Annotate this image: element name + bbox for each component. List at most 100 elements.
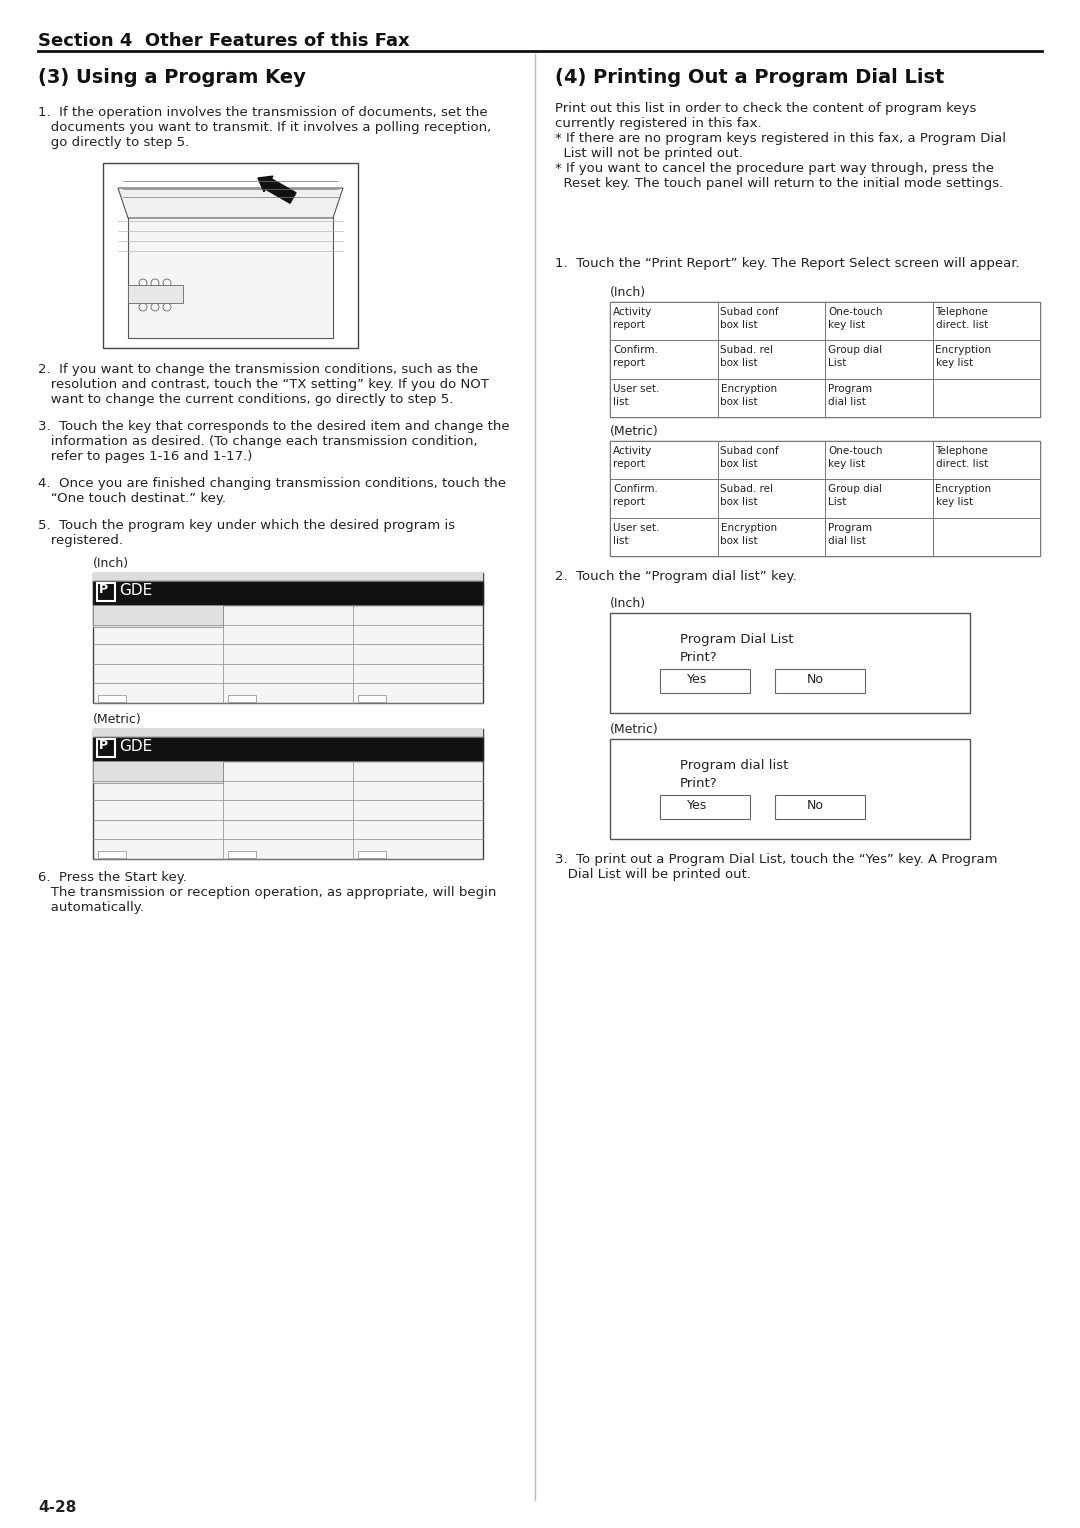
Bar xyxy=(825,518,932,556)
Bar xyxy=(93,729,483,736)
Text: Program: Program xyxy=(828,384,873,394)
Text: Print?: Print? xyxy=(680,778,717,790)
Bar xyxy=(610,442,717,480)
Bar xyxy=(825,442,932,480)
Text: box list: box list xyxy=(720,397,758,406)
Text: GDE: GDE xyxy=(119,740,152,753)
Text: List: List xyxy=(828,497,847,507)
Text: Yes: Yes xyxy=(687,672,707,686)
Bar xyxy=(660,669,750,694)
Text: (Inch): (Inch) xyxy=(610,597,646,610)
Text: P: P xyxy=(99,740,108,752)
Text: Confirm.: Confirm. xyxy=(613,484,658,495)
Text: Print?: Print? xyxy=(680,651,717,665)
Text: list: list xyxy=(613,397,629,406)
Bar xyxy=(717,341,825,379)
Text: Subad. rel: Subad. rel xyxy=(720,484,773,495)
Text: 4.  Once you are finished changing transmission conditions, touch the: 4. Once you are finished changing transm… xyxy=(38,477,507,490)
Bar xyxy=(825,341,932,379)
Bar xyxy=(717,442,825,480)
Text: Telephone: Telephone xyxy=(935,446,988,455)
Text: Subad conf: Subad conf xyxy=(720,446,779,455)
Text: box list: box list xyxy=(720,536,758,545)
Text: (Inch): (Inch) xyxy=(93,558,130,570)
Text: key list: key list xyxy=(935,497,973,507)
Bar xyxy=(775,795,865,819)
Bar xyxy=(97,740,114,756)
Text: documents you want to transmit. If it involves a polling reception,: documents you want to transmit. If it in… xyxy=(38,121,491,134)
Bar xyxy=(717,480,825,518)
Bar xyxy=(932,442,1040,480)
Bar xyxy=(228,695,256,701)
Text: Yes: Yes xyxy=(687,799,707,811)
Text: (3) Using a Program Key: (3) Using a Program Key xyxy=(38,69,306,87)
Text: Confirm.: Confirm. xyxy=(613,345,658,356)
Text: User set.: User set. xyxy=(613,523,660,533)
Text: Encryption: Encryption xyxy=(935,484,991,495)
Text: information as desired. (To change each transmission condition,: information as desired. (To change each … xyxy=(38,435,477,448)
Bar xyxy=(103,163,357,348)
Text: Print out this list in order to check the content of program keys: Print out this list in order to check th… xyxy=(555,102,976,115)
Text: No: No xyxy=(807,672,824,686)
Text: (Metric): (Metric) xyxy=(610,723,659,736)
Bar xyxy=(825,303,932,341)
Text: Group dial: Group dial xyxy=(828,484,882,495)
Text: Activity: Activity xyxy=(613,307,652,316)
Bar xyxy=(93,605,222,626)
Text: go directly to step 5.: go directly to step 5. xyxy=(38,136,189,150)
Polygon shape xyxy=(118,188,343,219)
Bar xyxy=(717,303,825,341)
Bar xyxy=(610,303,717,341)
Text: box list: box list xyxy=(720,458,758,469)
Bar xyxy=(610,740,970,839)
Text: 3.  Touch the key that corresponds to the desired item and change the: 3. Touch the key that corresponds to the… xyxy=(38,420,510,432)
Text: 1.  Touch the “Print Report” key. The Report Select screen will appear.: 1. Touch the “Print Report” key. The Rep… xyxy=(555,257,1020,270)
Text: 5.  Touch the program key under which the desired program is: 5. Touch the program key under which the… xyxy=(38,520,455,532)
Bar xyxy=(932,480,1040,518)
Bar xyxy=(610,613,970,714)
Text: automatically.: automatically. xyxy=(38,902,144,914)
Bar xyxy=(610,303,1040,417)
Text: direct. list: direct. list xyxy=(935,458,988,469)
Text: Reset key. The touch panel will return to the initial mode settings.: Reset key. The touch panel will return t… xyxy=(555,177,1003,189)
Text: report: report xyxy=(613,319,645,330)
Text: (4) Printing Out a Program Dial List: (4) Printing Out a Program Dial List xyxy=(555,69,944,87)
Bar xyxy=(93,581,483,605)
Bar xyxy=(93,736,483,761)
Text: resolution and contrast, touch the “TX setting” key. If you do NOT: resolution and contrast, touch the “TX s… xyxy=(38,377,489,391)
Bar xyxy=(93,729,483,859)
Bar xyxy=(610,480,717,518)
Text: currently registered in this fax.: currently registered in this fax. xyxy=(555,118,761,130)
Text: Encryption: Encryption xyxy=(935,345,991,356)
Text: User set.: User set. xyxy=(613,384,660,394)
Bar xyxy=(660,795,750,819)
Text: Encryption: Encryption xyxy=(720,384,777,394)
Bar xyxy=(717,518,825,556)
Text: box list: box list xyxy=(720,359,758,368)
Text: refer to pages 1-16 and 1-17.): refer to pages 1-16 and 1-17.) xyxy=(38,451,253,463)
Text: Dial List will be printed out.: Dial List will be printed out. xyxy=(555,868,751,882)
Bar xyxy=(825,379,932,417)
Bar xyxy=(98,695,126,701)
Text: 1.  If the operation involves the transmission of documents, set the: 1. If the operation involves the transmi… xyxy=(38,105,488,119)
Text: report: report xyxy=(613,359,645,368)
Text: Section 4  Other Features of this Fax: Section 4 Other Features of this Fax xyxy=(38,32,409,50)
Text: Program: Program xyxy=(828,523,873,533)
Text: Telephone: Telephone xyxy=(935,307,988,316)
Text: direct. list: direct. list xyxy=(935,319,988,330)
Text: List will not be printed out.: List will not be printed out. xyxy=(555,147,743,160)
Bar xyxy=(93,761,222,782)
Bar xyxy=(717,379,825,417)
Text: box list: box list xyxy=(720,497,758,507)
Bar xyxy=(93,573,483,581)
Text: Encryption: Encryption xyxy=(720,523,777,533)
Text: P: P xyxy=(99,584,108,596)
Text: The transmission or reception operation, as appropriate, will begin: The transmission or reception operation,… xyxy=(38,886,497,898)
Bar xyxy=(932,518,1040,556)
Text: key list: key list xyxy=(828,319,865,330)
Bar xyxy=(357,851,386,859)
Text: key list: key list xyxy=(828,458,865,469)
Bar xyxy=(932,379,1040,417)
Bar xyxy=(825,480,932,518)
Text: key list: key list xyxy=(935,359,973,368)
